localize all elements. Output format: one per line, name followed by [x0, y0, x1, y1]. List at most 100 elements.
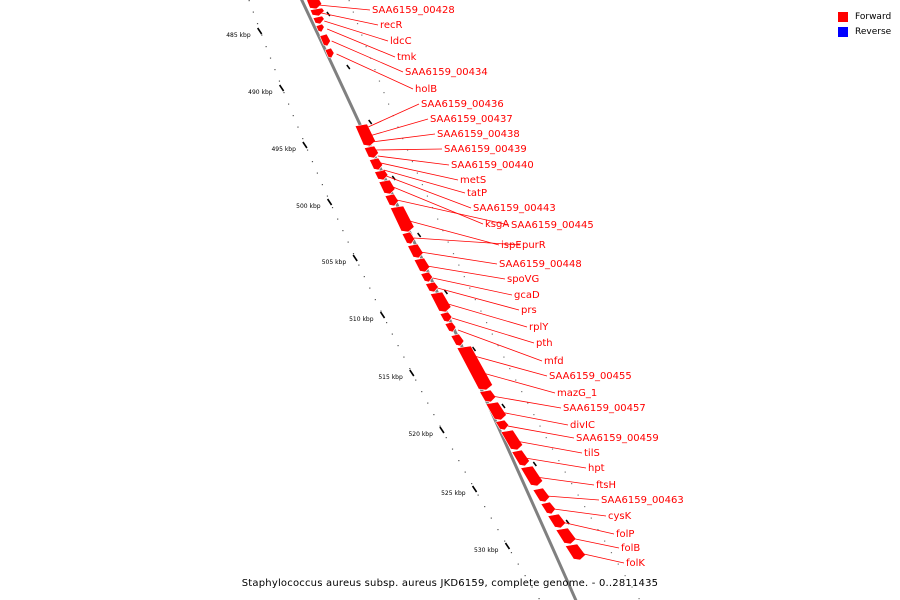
- gene-leader-line: [420, 251, 498, 265]
- genome-caption: Staphylococcus aureus subsp. aureus JKD6…: [241, 578, 659, 589]
- scale-minor-dot: [531, 586, 533, 588]
- gene-feature-arrow: [540, 501, 557, 515]
- scale-tick-label: 485 kbp: [226, 32, 251, 39]
- track-dot: [361, 34, 363, 36]
- gene-label: SAA6159_00448: [499, 259, 582, 270]
- gene-leader-line: [386, 175, 472, 209]
- gene-feature-arrow: [413, 257, 431, 273]
- track-dot: [437, 218, 439, 220]
- gene-feature-arrow: [444, 321, 457, 333]
- scale-tick-label: 530 kbp: [474, 547, 499, 554]
- scale-minor-dot: [517, 563, 519, 565]
- gene-feature-arrow: [456, 345, 493, 391]
- gene-label: gcaD: [514, 290, 540, 301]
- track-dot: [402, 138, 404, 140]
- scale-minor-dot: [464, 471, 466, 473]
- track-tick: [368, 119, 373, 125]
- gene-feature-arrow: [306, 0, 323, 10]
- gene-leader-line: [500, 411, 569, 426]
- scale-minor-dot: [342, 230, 344, 232]
- scale-minor-dot: [484, 506, 486, 508]
- track-dot: [383, 92, 385, 94]
- track-dot: [421, 184, 423, 186]
- track-dot: [597, 529, 599, 531]
- track-dot: [604, 540, 606, 542]
- scale-major-tick: [278, 84, 285, 92]
- gene-feature-arrow: [450, 333, 465, 347]
- scale-tick-label: 505 kbp: [322, 259, 347, 266]
- gene-label: holB: [415, 84, 437, 95]
- track-dot: [442, 230, 444, 232]
- track-tick: [501, 403, 506, 409]
- scale-minor-dot: [391, 333, 393, 335]
- legend-reverse-label: Reverse: [855, 26, 892, 37]
- gene-feature-arrow: [425, 281, 439, 293]
- gene-label: ldcC: [390, 36, 412, 47]
- track-dot: [638, 598, 640, 600]
- gene-leader-line: [579, 552, 625, 564]
- gene-label: cysK: [608, 511, 632, 522]
- track-tick: [417, 232, 422, 238]
- gene-feature-arrow: [401, 231, 416, 245]
- legend: Forward Reverse: [838, 9, 891, 39]
- gene-label: prs: [521, 305, 537, 316]
- track-dot: [503, 356, 505, 358]
- scale-minor-dot: [358, 264, 360, 266]
- scale-minor-dot: [321, 184, 323, 186]
- gene-label: SAA6159_00443: [473, 203, 556, 214]
- gene-label: folB: [621, 543, 640, 554]
- track-dot: [515, 379, 517, 381]
- gene-leader-line: [318, 4, 371, 11]
- scale-minor-dot: [269, 57, 272, 59]
- gene-leader-line: [525, 457, 587, 469]
- track-dot: [469, 287, 471, 289]
- gene-feature-arrow: [309, 7, 325, 17]
- gene-label: recR: [380, 20, 403, 31]
- scale-minor-dot: [347, 241, 349, 243]
- track-dot: [426, 195, 429, 197]
- scale-minor-dot: [421, 391, 423, 393]
- track-dot: [356, 23, 359, 25]
- gene-leader-line: [470, 354, 548, 377]
- gene-leader-line: [426, 265, 506, 280]
- scale-tick-label: 515 kbp: [378, 374, 403, 381]
- gene-leader-line: [413, 237, 521, 246]
- gene-label: tmk: [397, 52, 417, 63]
- scale-minor-dot: [471, 483, 473, 485]
- track-dot: [617, 563, 619, 565]
- gene-feature-arrow: [500, 429, 524, 451]
- gene-feature-arrow: [324, 47, 335, 59]
- track-dot: [624, 575, 626, 577]
- scale-minor-dot: [409, 368, 411, 370]
- gene-leader-line: [491, 395, 562, 409]
- gene-label: SAA6159_00438: [437, 129, 520, 140]
- gene-label: SAA6159_00428: [372, 5, 455, 16]
- scale-major-tick: [302, 141, 308, 149]
- gene-leader-line: [451, 317, 535, 344]
- scale-minor-dot: [380, 310, 382, 312]
- gene-leader-line: [371, 133, 436, 143]
- scale-minor-dot: [415, 379, 417, 381]
- gene-feature-arrow: [439, 311, 453, 323]
- gene-leader-line: [535, 476, 595, 486]
- gene-label: SAA6159_00463: [601, 495, 684, 506]
- gene-label: pth: [536, 338, 553, 349]
- gene-label: SAA6159_00445: [511, 220, 594, 231]
- gene-label: SAA6159_00457: [563, 403, 646, 414]
- scale-minor-dot: [331, 207, 334, 209]
- gene-feature-arrow: [429, 291, 452, 313]
- scale-minor-dot: [433, 414, 435, 416]
- gene-label: SAA6159_00437: [430, 114, 513, 125]
- gene-feature-arrow: [485, 401, 507, 421]
- scale-minor-dot: [297, 126, 299, 128]
- gene-leader-line: [390, 185, 484, 225]
- gene-feature-arrow: [547, 513, 567, 529]
- scale-major-tick: [256, 27, 263, 35]
- gene-label: mfd: [544, 356, 564, 367]
- gene-leader-line: [561, 521, 615, 535]
- legend-reverse: Reverse: [838, 24, 891, 39]
- gene-label: divIC: [570, 420, 595, 431]
- track-dot: [452, 253, 455, 255]
- forward-swatch: [838, 11, 848, 22]
- scale-minor-dot: [477, 494, 479, 496]
